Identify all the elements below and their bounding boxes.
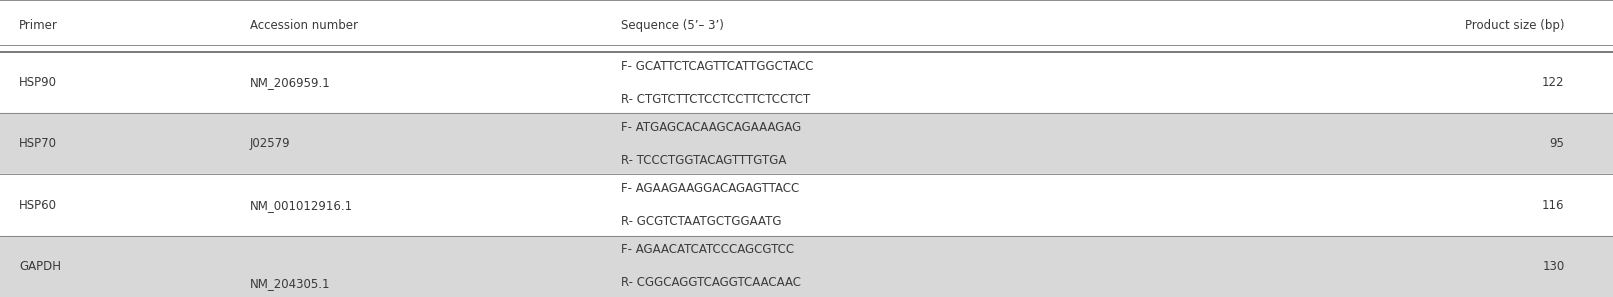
Text: Accession number: Accession number (250, 20, 358, 32)
Bar (0, 236, 1613, 297)
Text: HSP60: HSP60 (19, 199, 58, 212)
Text: R- CGGCAGGTCAGGTCAACAAC: R- CGGCAGGTCAGGTCAACAAC (621, 277, 802, 289)
Text: F- GCATTCTCAGTTCATTGGCTACC: F- GCATTCTCAGTTCATTGGCTACC (621, 60, 813, 72)
Text: NM_001012916.1: NM_001012916.1 (250, 199, 353, 212)
Text: NM_204305.1: NM_204305.1 (250, 277, 331, 290)
Text: GAPDH: GAPDH (19, 260, 61, 273)
Bar (0, 113, 1613, 175)
Text: HSP90: HSP90 (19, 76, 58, 89)
Text: Product size (bp): Product size (bp) (1465, 20, 1565, 32)
Text: NM_206959.1: NM_206959.1 (250, 76, 331, 89)
Text: Sequence (5’– 3’): Sequence (5’– 3’) (621, 20, 724, 32)
Text: F- AGAACATCATCCCAGCGTCC: F- AGAACATCATCCCAGCGTCC (621, 243, 794, 256)
Bar (0, 175, 1613, 236)
Text: Primer: Primer (19, 20, 58, 32)
Text: F- AGAAGAAGGACAGAGTTACC: F- AGAAGAAGGACAGAGTTACC (621, 182, 800, 195)
Bar (0, 52, 1613, 113)
Text: 122: 122 (1542, 76, 1565, 89)
Text: R- TCCCTGGTACAGTTTGTGA: R- TCCCTGGTACAGTTTGTGA (621, 154, 787, 167)
Text: 95: 95 (1550, 137, 1565, 150)
Text: HSP70: HSP70 (19, 137, 58, 150)
Text: F- ATGAGCACAAGCAGAAAGAG: F- ATGAGCACAAGCAGAAAGAG (621, 121, 802, 134)
Text: 130: 130 (1542, 260, 1565, 273)
Text: R- CTGTCTTCTCCTCCTTCTCCTCT: R- CTGTCTTCTCCTCCTTCTCCTCT (621, 93, 810, 106)
Text: 116: 116 (1542, 199, 1565, 212)
Text: R- GCGTCTAATGCTGGAATG: R- GCGTCTAATGCTGGAATG (621, 215, 782, 228)
Text: J02579: J02579 (250, 137, 290, 150)
Bar (0, 0, 1613, 52)
